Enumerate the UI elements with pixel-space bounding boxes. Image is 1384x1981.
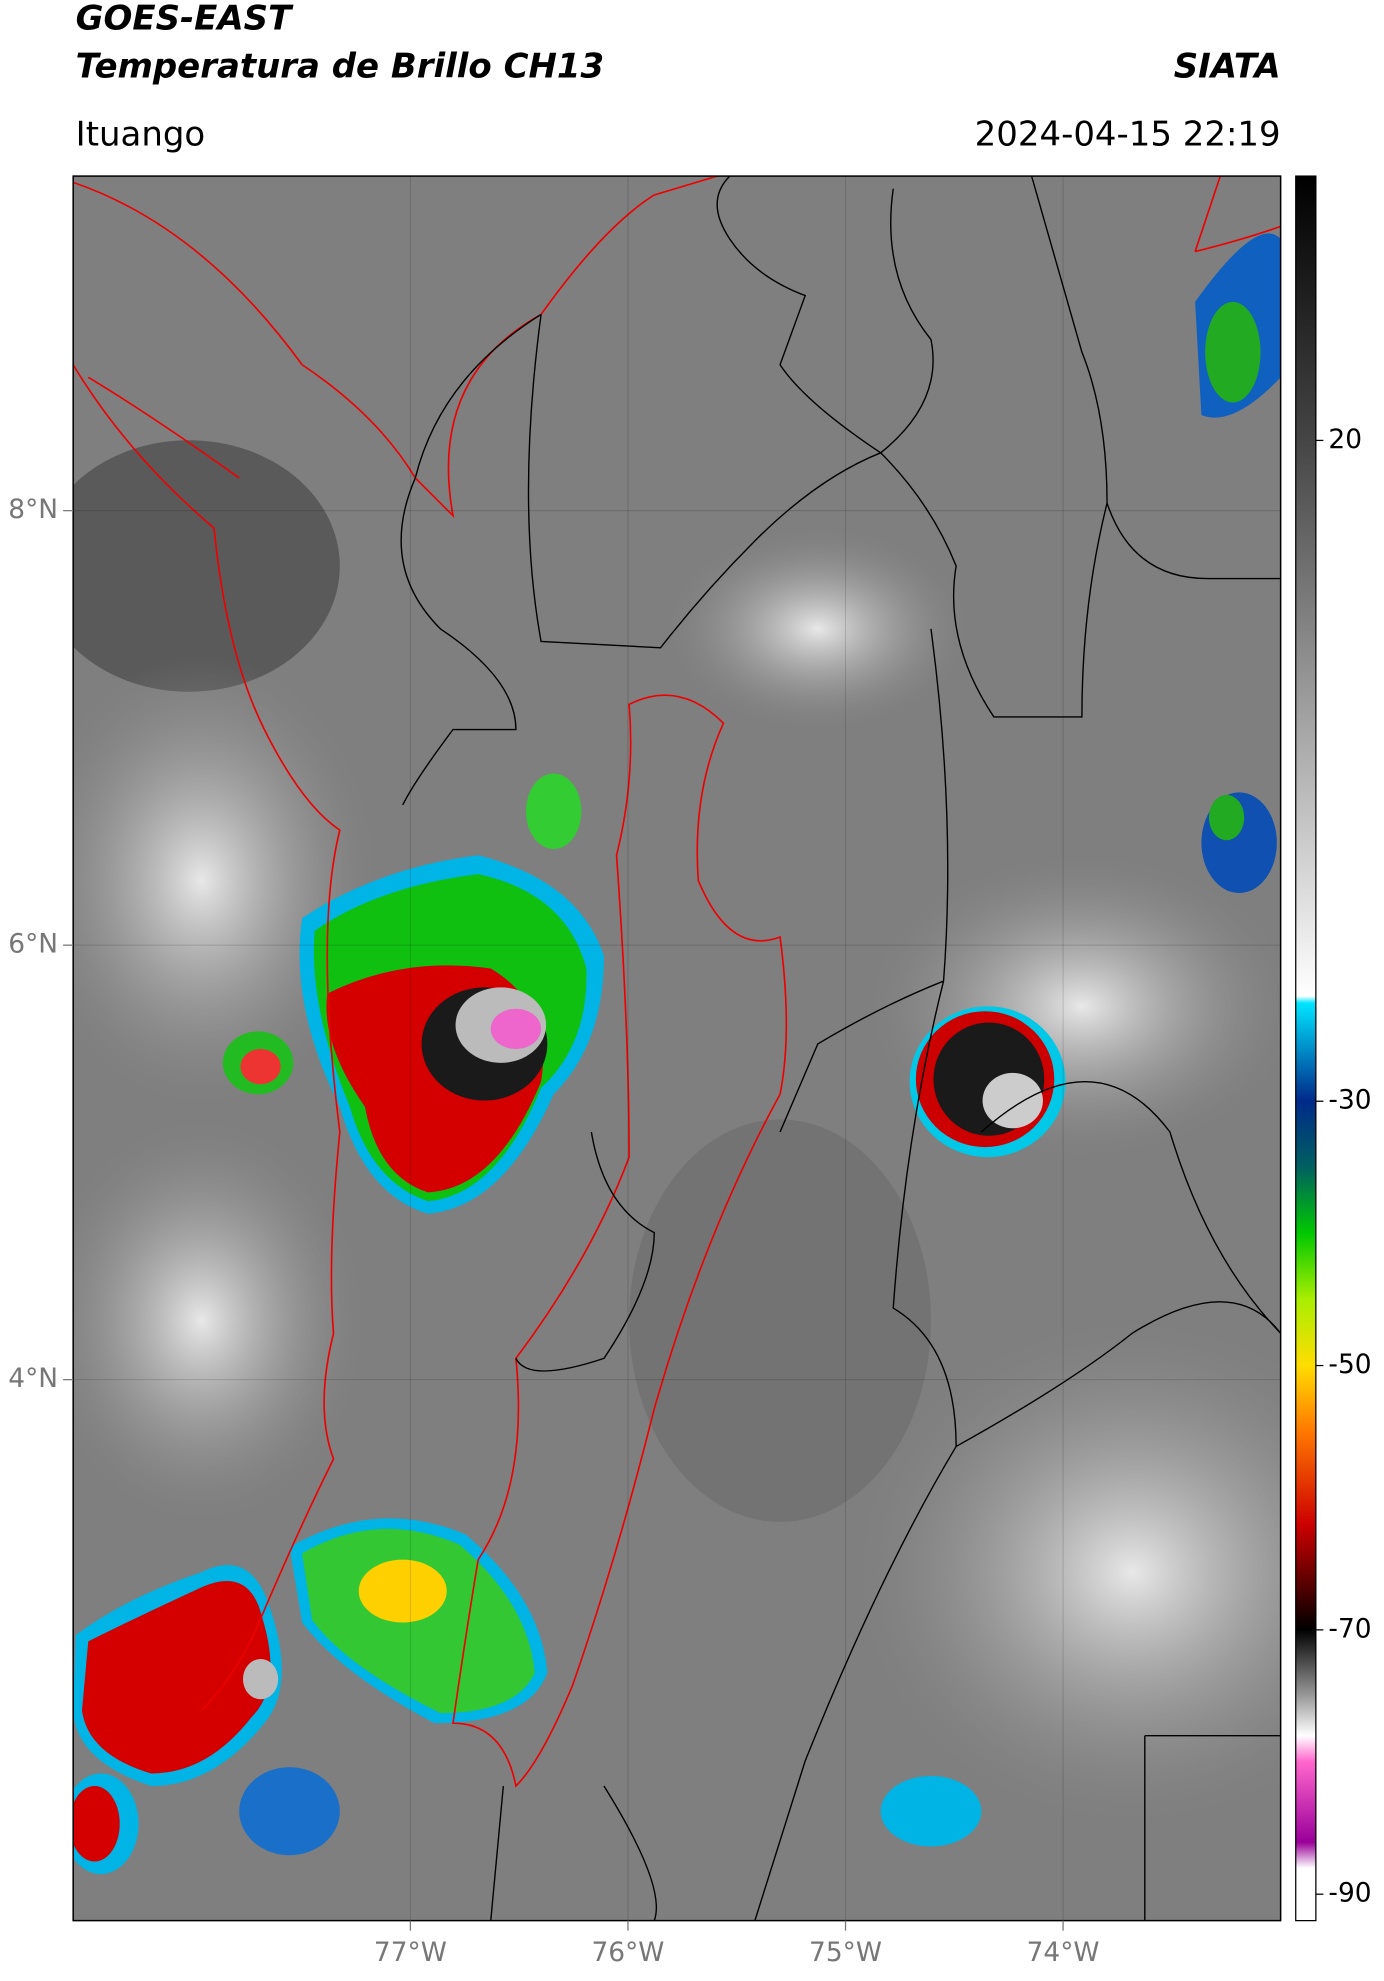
title: GOES-EAST [76, 0, 294, 39]
y-tick-label: 6°N [8, 929, 58, 960]
timestamp: 2024-04-15 22:19 [975, 114, 1281, 154]
colorbar-tick-label: -70 [1328, 1613, 1371, 1644]
location: Ituango [76, 114, 206, 154]
x-tick-label: 75°W [809, 1937, 882, 1968]
colorbar-tick-label: -50 [1328, 1349, 1371, 1380]
colorbar-tick-label: -90 [1328, 1878, 1371, 1909]
subtitle: Temperatura de Brillo CH13 [76, 46, 604, 86]
map-frame [72, 175, 1282, 1922]
colorbar [1295, 175, 1317, 1922]
y-tick-label: 8°N [8, 494, 58, 525]
x-tick-label: 74°W [1027, 1937, 1100, 1968]
colorbar-tick-label: 20 [1328, 424, 1362, 455]
y-tick-label: 4°N [8, 1363, 58, 1394]
source: SIATA [1174, 46, 1281, 86]
x-tick-label: 76°W [591, 1937, 664, 1968]
colorbar-tick-label: -30 [1328, 1085, 1371, 1116]
x-tick-label: 77°W [374, 1937, 447, 1968]
satellite-image [73, 176, 1281, 1921]
